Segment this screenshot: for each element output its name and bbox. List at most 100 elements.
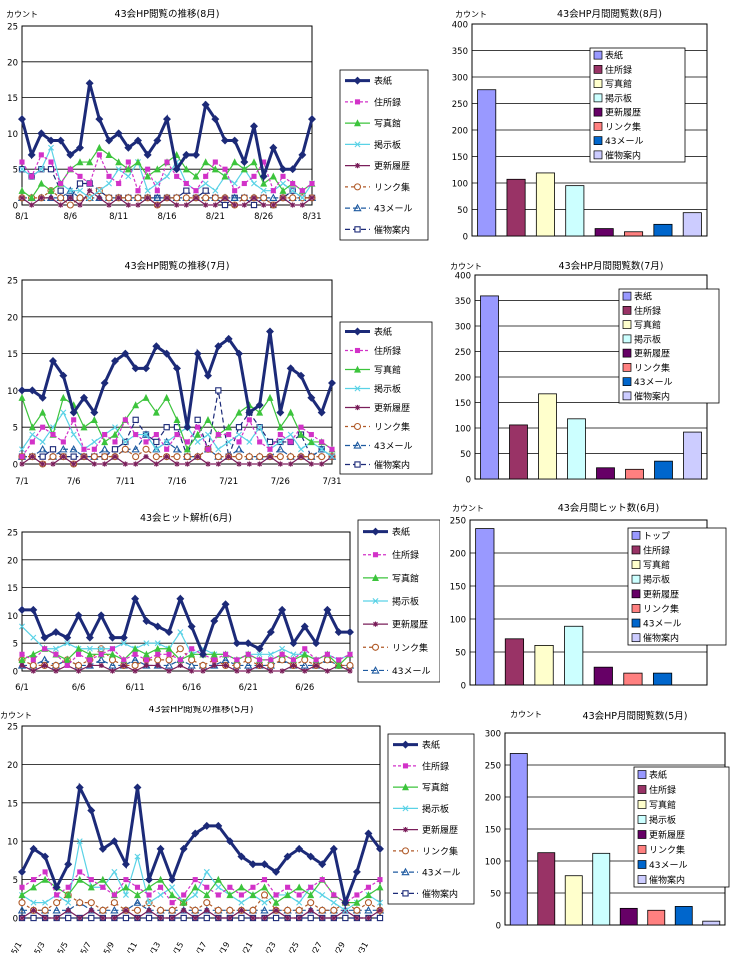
data-point [192,172,200,180]
data-point [101,438,109,446]
data-point [110,899,118,907]
legend-marker [354,119,361,127]
data-point [277,461,283,467]
y-axis-label: カウント [455,10,487,19]
data-point [131,594,140,603]
x-tick-label: 5/7 [79,941,93,953]
data-point [164,661,174,669]
data-point [38,393,47,402]
data-point [162,437,171,446]
data-point [66,150,75,159]
legend-marker [371,666,380,674]
data-point [240,165,248,173]
legend-label: 掲示板 [374,383,401,395]
data-point [261,915,268,921]
plot-frame [21,531,351,672]
legend-label: 掲示板 [422,803,449,815]
y-tick-label: 5 [13,876,18,886]
data-point [41,875,49,883]
legend-label: 住所録 [649,784,676,796]
y-tick-label: 20 [7,313,18,323]
data-point [277,432,283,438]
legend-label: 表紙 [422,739,440,751]
chart-title: 43会HP月間閲覧数(5月) [583,710,688,722]
legend-swatch [593,65,603,74]
data-point [109,646,116,652]
data-point [145,195,151,201]
legend-swatch [637,845,647,854]
data-point [289,194,297,202]
legend-box [589,47,686,163]
data-point [19,461,25,467]
bar [567,418,586,480]
series-line [21,145,313,199]
data-point [238,914,245,922]
legend-swatch [637,815,647,824]
data-point [77,173,83,179]
data-point [364,899,373,907]
series-1 [18,79,316,183]
data-point [142,364,150,373]
legend-label: リンク集 [643,603,679,615]
data-point [101,453,109,461]
data-point [154,202,160,208]
legend-label: 写真館 [649,799,676,811]
data-point [204,907,210,913]
series-line [21,909,381,919]
legend-marker [401,867,410,876]
data-point [76,180,84,187]
data-point [99,875,107,883]
legend-label: 写真館 [392,572,419,584]
data-point [133,891,141,899]
data-point [181,907,187,913]
data-point [212,187,219,194]
data-point [132,401,140,409]
data-point [96,195,102,201]
data-point [164,454,170,460]
chart-title-group: 43会ヒット解析(6月) [140,512,232,524]
y-tick-label: 25 [7,529,18,539]
data-point [204,416,212,423]
data-point [226,906,234,914]
data-point [52,883,61,892]
legend-label: リンク集 [605,121,641,133]
bar [537,852,556,926]
data-point [115,158,123,166]
data-point [80,423,88,431]
legend-label: 更新履歴 [392,619,428,631]
bar [593,666,613,686]
data-point [86,158,94,166]
y-tick-label: 25 [7,23,18,33]
series-4 [19,838,383,914]
data-point [238,892,244,898]
data-point [64,640,71,647]
data-point [276,423,284,431]
x-tick-label: 5/29 [330,941,347,953]
legend-label: 催物案内 [422,888,458,900]
data-point [323,605,332,614]
legend-swatch [622,377,632,386]
data-point [49,356,57,365]
data-point [52,661,60,669]
x-ticks: 7/1 7/6 7/11 7/16 7/21 7/26 7/31 [15,477,341,487]
data-point [99,906,107,914]
data-point [122,883,130,891]
data-point [202,821,211,830]
data-point [246,417,252,423]
bars [475,528,673,686]
data-point [76,838,83,845]
data-point [189,668,195,674]
x-tick-label: 6/6 [72,683,86,693]
line-chart-august: 43会HP閲覧の推移(8月) カウント 0 5 10 15 20 25 8/1 8/6 8/11 8/… [0,4,440,249]
data-point [98,645,105,652]
data-point [86,645,93,652]
legend-box [339,321,433,475]
legend-swatch [631,530,641,540]
x-ticks: 8/1 8/6 8/11 8/16 8/21 8/26 8/31 [15,212,321,222]
data-point [143,431,149,438]
data-point [251,173,257,179]
y-tick-label: 150 [450,583,466,593]
data-point [71,417,77,423]
bar [674,906,693,926]
data-point [134,853,141,860]
